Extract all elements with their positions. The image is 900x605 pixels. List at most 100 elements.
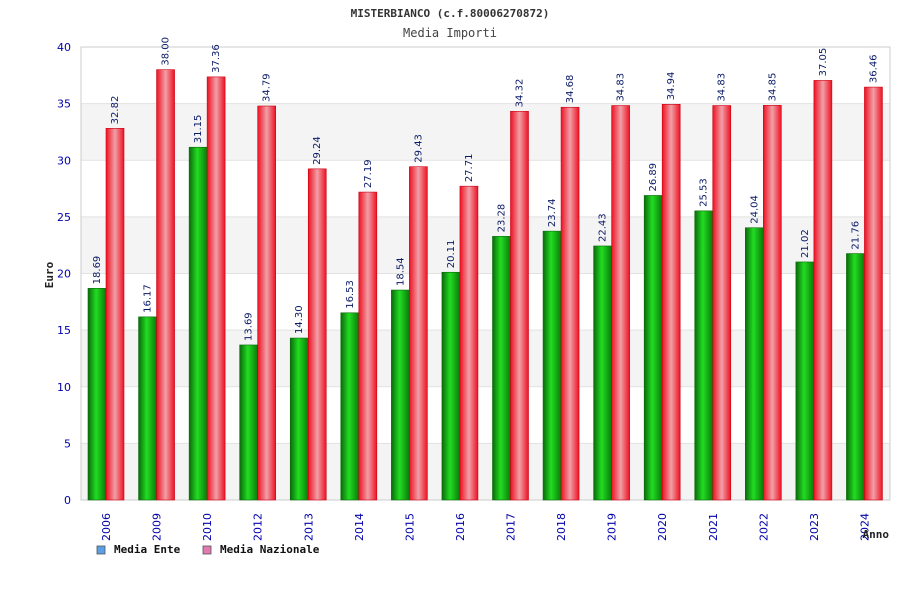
data-label: 36.46 [868, 54, 879, 83]
bar-media-ente [289, 337, 309, 501]
bar-media-ente [87, 288, 107, 501]
y-tick-label: 35 [57, 98, 71, 111]
x-tick-label: 2021 [707, 513, 720, 541]
y-axis-label: Euro [43, 261, 56, 288]
x-tick-label: 2015 [403, 513, 416, 541]
x-tick-label: 2024 [858, 513, 871, 541]
y-tick-label: 25 [57, 211, 71, 224]
y-tick-label: 5 [64, 437, 71, 450]
x-tick-label: 2019 [606, 513, 619, 541]
data-label: 34.32 [515, 79, 526, 108]
bar-media-nazionale [813, 80, 833, 501]
bar-media-ente [340, 312, 360, 501]
x-tick-label: 2010 [201, 513, 214, 541]
chart-title: MISTERBIANCO (c.f.80006270872) [351, 7, 550, 20]
bar-media-nazionale [459, 185, 479, 501]
y-tick-label: 30 [57, 154, 71, 167]
bar-media-nazionale [661, 104, 681, 501]
x-axis-ticks: 2006 2009 2010 2012 2013 2014 2015 2016 2017 2018… [100, 513, 871, 541]
y-tick-label: 40 [57, 41, 71, 54]
bar-media-nazionale [864, 86, 883, 501]
bar-media-nazionale [358, 191, 378, 501]
legend: Media Ente Media Nazionale [96, 543, 320, 556]
data-label: 23.28 [497, 204, 508, 233]
bar-media-nazionale [156, 69, 175, 501]
bar-media-nazionale [257, 105, 276, 501]
data-label: 21.76 [850, 221, 861, 250]
bar-media-nazionale [105, 128, 125, 501]
data-label: 16.53 [345, 280, 356, 309]
data-label: 34.94 [666, 72, 677, 101]
plot-area [80, 46, 891, 501]
y-axis-ticks: 0 5 10 15 20 25 30 35 40 [57, 41, 71, 507]
x-tick-label: 2012 [252, 513, 265, 541]
bar-media-ente [391, 289, 410, 501]
y-tick-label: 15 [57, 324, 71, 337]
bar-media-nazionale [763, 105, 782, 501]
bar-media-ente [795, 261, 815, 501]
data-label: 29.43 [413, 134, 424, 163]
bar-media-ente [643, 195, 663, 501]
bar-media-ente [846, 253, 865, 501]
x-tick-label: 2017 [505, 513, 518, 541]
bar-media-ente [138, 316, 157, 501]
bar-media-ente [239, 344, 258, 501]
data-label: 18.69 [92, 256, 103, 285]
data-label: 27.19 [363, 159, 374, 188]
data-label: 23.74 [547, 199, 558, 228]
bar-media-nazionale [560, 106, 580, 501]
bar-media-nazionale [611, 105, 630, 501]
x-tick-label: 2006 [100, 513, 113, 541]
data-label: 16.17 [143, 284, 154, 313]
data-label: 37.05 [818, 48, 829, 77]
data-label: 27.71 [464, 154, 475, 183]
legend-swatch [202, 545, 212, 555]
bar-media-ente [542, 230, 562, 501]
bar-media-ente [441, 271, 461, 501]
data-label: 21.02 [800, 229, 811, 258]
x-tick-label: 2018 [555, 513, 568, 541]
data-label: 26.89 [648, 163, 659, 192]
x-tick-label: 2013 [302, 513, 315, 541]
legend-label: Media Ente [114, 543, 181, 556]
data-label: 37.36 [211, 44, 222, 73]
data-label: 38.00 [161, 37, 172, 66]
x-tick-label: 2023 [808, 513, 821, 541]
x-tick-label: 2016 [454, 513, 467, 541]
bar-media-ente [694, 210, 714, 501]
data-label: 34.83 [616, 73, 627, 102]
data-label: 20.11 [446, 240, 457, 269]
y-tick-label: 0 [64, 494, 71, 507]
bar-media-nazionale [206, 76, 226, 501]
x-tick-label: 2020 [656, 513, 669, 541]
y-tick-label: 10 [57, 381, 71, 394]
data-label: 24.04 [749, 195, 760, 224]
data-label: 29.24 [312, 136, 323, 165]
x-tick-label: 2009 [151, 513, 164, 541]
bar-media-nazionale [712, 105, 732, 501]
data-label: 34.79 [262, 73, 273, 102]
bar-media-ente [188, 146, 208, 501]
data-label: 34.85 [767, 73, 778, 102]
legend-swatch [96, 545, 106, 555]
legend-label: Media Nazionale [220, 543, 320, 556]
data-label: 32.82 [110, 96, 121, 125]
data-label: 25.53 [699, 178, 710, 207]
bar-media-nazionale [510, 111, 529, 501]
data-labels: 18.69 32.82 16.17 38.00 31.15 37.36 13.69 34.79… [92, 37, 879, 341]
x-axis-label: Anno [863, 528, 890, 541]
data-label: 18.54 [395, 257, 406, 286]
x-tick-label: 2014 [353, 513, 366, 541]
y-tick-label: 20 [57, 268, 71, 281]
data-label: 14.30 [294, 305, 305, 334]
bar-media-nazionale [307, 168, 327, 501]
x-tick-label: 2022 [757, 513, 770, 541]
bar-media-nazionale [409, 166, 428, 501]
bar-media-ente [492, 236, 511, 501]
data-label: 34.68 [565, 75, 576, 104]
data-label: 22.43 [598, 213, 609, 242]
chart-subtitle: Media Importi [403, 26, 497, 40]
data-label: 34.83 [717, 73, 728, 102]
